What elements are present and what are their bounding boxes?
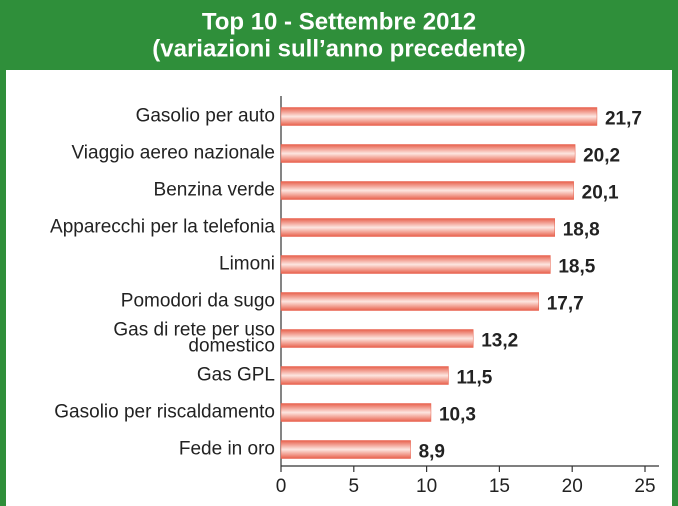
y-tick-label: Apparecchi per la telefonia — [50, 217, 275, 238]
bar — [280, 403, 432, 422]
right-border — [672, 0, 678, 506]
bar — [280, 329, 474, 348]
header — [0, 0, 678, 70]
bar — [280, 218, 555, 237]
bar — [280, 366, 449, 385]
y-tick-label: Gas di rete per uso domestico — [113, 320, 275, 357]
bar — [280, 440, 411, 459]
value-label: 18,8 — [563, 220, 600, 241]
chart-title: Top 10 - Settembre 2012 — [202, 8, 476, 35]
value-label: 18,5 — [558, 257, 595, 278]
bar — [280, 144, 576, 163]
bar — [280, 292, 539, 311]
y-tick-label: Benzina verde — [154, 180, 275, 201]
x-tick-label: 10 — [416, 476, 437, 497]
value-label: 13,2 — [481, 331, 518, 352]
value-label: 8,9 — [419, 442, 445, 463]
y-tick-label: Limoni — [219, 254, 275, 275]
bar — [280, 255, 551, 274]
label-line: Gas di rete per uso — [113, 320, 275, 341]
x-tick-label: 20 — [562, 476, 583, 497]
x-tick-label: 15 — [489, 476, 510, 497]
label-line: domestico — [188, 336, 275, 357]
value-label: 21,7 — [605, 109, 642, 130]
bar — [280, 181, 574, 200]
y-tick-label: Fede in oro — [179, 439, 275, 460]
value-label: 20,2 — [583, 146, 620, 167]
y-tick-label: Gasolio per riscaldamento — [54, 402, 275, 423]
value-label: 10,3 — [439, 405, 476, 426]
x-tick-label: 25 — [634, 476, 655, 497]
value-label: 17,7 — [547, 294, 584, 315]
x-tick-label: 5 — [349, 476, 360, 497]
value-label: 20,1 — [582, 183, 619, 204]
x-tick-label: 0 — [276, 476, 287, 497]
left-border — [0, 0, 6, 506]
chart-subtitle: (variazioni sull’anno precedente) — [152, 35, 525, 62]
value-label: 11,5 — [456, 368, 492, 389]
y-tick-label: Gas GPL — [197, 365, 275, 386]
bar — [280, 107, 598, 126]
y-tick-label: Viaggio aereo nazionale — [71, 143, 275, 164]
y-tick-label: Pomodori da sugo — [121, 291, 275, 312]
y-tick-label: Gasolio per auto — [136, 106, 275, 127]
